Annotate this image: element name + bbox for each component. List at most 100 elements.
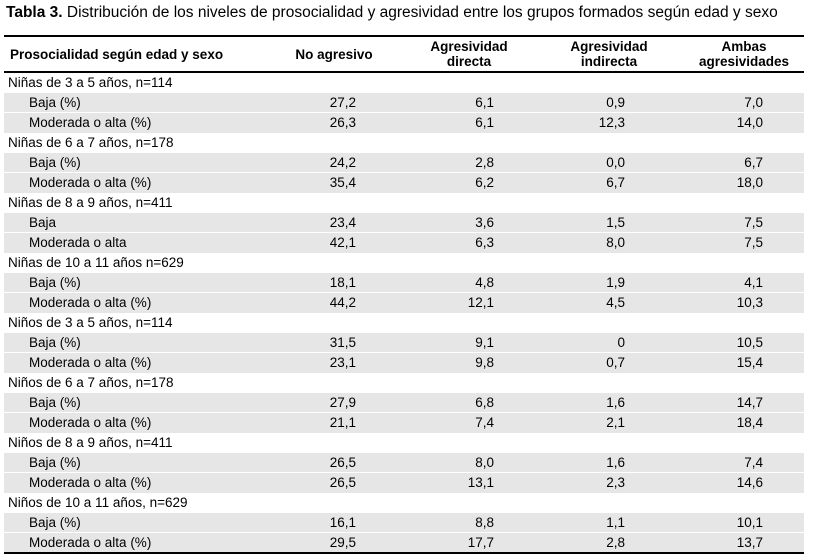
row-value: 7,0 <box>744 95 763 110</box>
row-value: 6,8 <box>475 395 494 410</box>
row-value: 0 <box>617 335 625 350</box>
row-value: 4,1 <box>744 275 763 290</box>
row-value: 14,7 <box>736 395 763 410</box>
row-value: 12,1 <box>467 295 494 310</box>
table-row: Baja (%) 31,5 9,1 0 10,5 <box>4 333 804 353</box>
header-agresividad-indirecta-line1: Agresividad <box>570 39 648 54</box>
row-value: 26,5 <box>329 455 356 470</box>
group-title: Niños de 10 a 11 años, n=629 <box>8 495 188 510</box>
table-row: Baja (%) 24,2 2,8 0,0 6,7 <box>4 153 804 173</box>
row-value: 18,4 <box>736 415 763 430</box>
row-label: Moderada o alta (%) <box>29 415 152 430</box>
header-ambas-agresividades-line2: agresividades <box>698 54 790 69</box>
row-value: 1,9 <box>606 275 625 290</box>
group-title: Niñas de 10 a 11 años n=629 <box>8 255 184 270</box>
table-row: Baja (%) 18,1 4,8 1,9 4,1 <box>4 273 804 293</box>
row-value: 2,3 <box>606 475 625 490</box>
table-row: Moderada o alta (%) 35,4 6,2 6,7 18,0 <box>4 173 804 193</box>
header-agresividad-directa-line2: directa <box>446 54 492 69</box>
table-row: Baja 23,4 3,6 1,5 7,5 <box>4 213 804 233</box>
row-value: 10,1 <box>736 515 763 530</box>
row-value: 18,1 <box>329 275 356 290</box>
row-label: Moderada o alta <box>29 235 127 250</box>
row-value: 2,8 <box>475 155 494 170</box>
row-value: 6,7 <box>606 175 625 190</box>
row-value: 9,8 <box>475 355 494 370</box>
group-header-row: Niños de 3 a 5 años, n=114 <box>4 313 804 333</box>
row-label: Baja (%) <box>29 275 81 290</box>
table-top-rule <box>4 35 804 37</box>
row-value: 27,9 <box>329 395 356 410</box>
row-value: 31,5 <box>329 335 356 350</box>
row-value: 3,6 <box>475 215 494 230</box>
row-value: 2,8 <box>606 535 625 550</box>
row-value: 0,7 <box>606 355 625 370</box>
row-label: Baja (%) <box>29 95 81 110</box>
row-value: 17,7 <box>467 535 494 550</box>
row-value: 10,5 <box>736 335 763 350</box>
row-value: 13,1 <box>467 475 494 490</box>
group-header-row: Niños de 6 a 7 años, n=178 <box>4 373 804 393</box>
row-value: 14,0 <box>736 115 763 130</box>
table-header-rule <box>4 71 804 73</box>
table-row: Moderada o alta (%) 26,3 6,1 12,3 14,0 <box>4 113 804 133</box>
row-value: 44,2 <box>329 295 356 310</box>
row-label: Moderada o alta (%) <box>29 295 152 310</box>
row-value: 1,6 <box>606 395 625 410</box>
row-value: 6,1 <box>475 95 494 110</box>
row-label: Moderada o alta (%) <box>29 475 152 490</box>
row-value: 26,3 <box>329 115 356 130</box>
row-label: Baja (%) <box>29 515 81 530</box>
group-header-row: Niños de 10 a 11 años, n=629 <box>4 493 804 513</box>
group-header-row: Niños de 8 a 9 años, n=411 <box>4 433 804 453</box>
row-value: 1,5 <box>606 215 625 230</box>
row-value: 14,6 <box>736 475 763 490</box>
row-value: 8,0 <box>606 235 625 250</box>
row-value: 16,1 <box>329 515 356 530</box>
row-label: Baja (%) <box>29 395 81 410</box>
group-header-row: Niñas de 10 a 11 años n=629 <box>4 253 804 273</box>
row-value: 4,5 <box>606 295 625 310</box>
row-value: 1,6 <box>606 455 625 470</box>
row-value: 27,2 <box>329 95 356 110</box>
row-label: Baja <box>29 215 57 230</box>
header-no-agresivo-text: No agresivo <box>295 46 373 62</box>
row-value: 6,3 <box>475 235 494 250</box>
row-value: 7,4 <box>475 415 494 430</box>
row-value: 21,1 <box>329 415 356 430</box>
row-label: Baja (%) <box>29 155 81 170</box>
caption-text: Distribución de los niveles de prosocial… <box>62 4 778 21</box>
group-title: Niños de 8 a 9 años, n=411 <box>8 435 173 450</box>
row-value: 23,1 <box>329 355 356 370</box>
row-value: 1,1 <box>606 515 625 530</box>
row-value: 0,0 <box>606 155 625 170</box>
row-value: 4,8 <box>475 275 494 290</box>
row-value: 13,7 <box>736 535 763 550</box>
table-bottom-rule <box>4 552 804 554</box>
table-header: Prosocialidad según edad y sexo No agres… <box>4 37 804 71</box>
group-header-row: Niñas de 3 a 5 años, n=114 <box>4 73 804 93</box>
row-label: Moderada o alta (%) <box>29 355 152 370</box>
header-prosocialidad: Prosocialidad según edad y sexo <box>10 37 270 71</box>
group-header-row: Niñas de 8 a 9 años, n=411 <box>4 193 804 213</box>
table-row: Moderada o alta (%) 21,1 7,4 2,1 18,4 <box>4 413 804 433</box>
row-value: 42,1 <box>329 235 356 250</box>
group-title: Niños de 3 a 5 años, n=114 <box>8 315 173 330</box>
row-value: 6,1 <box>475 115 494 130</box>
row-value: 35,4 <box>329 175 356 190</box>
group-title: Niños de 6 a 7 años, n=178 <box>8 375 174 390</box>
row-value: 26,5 <box>329 475 356 490</box>
header-ambas-agresividades: Ambas agresividades <box>684 37 804 71</box>
row-value: 2,1 <box>606 415 625 430</box>
row-value: 29,5 <box>329 535 356 550</box>
caption-label: Tabla 3. <box>6 4 63 21</box>
table-row: Baja (%) 27,2 6,1 0,9 7,0 <box>4 93 804 113</box>
table-row: Baja (%) 27,9 6,8 1,6 14,7 <box>4 393 804 413</box>
group-header-row: Niñas de 6 a 7 años, n=178 <box>4 133 804 153</box>
row-label: Baja (%) <box>29 455 81 470</box>
row-value: 15,4 <box>736 355 763 370</box>
row-value: 24,2 <box>329 155 356 170</box>
group-title: Niñas de 6 a 7 años, n=178 <box>8 135 174 150</box>
row-value: 8,0 <box>475 455 494 470</box>
header-no-agresivo: No agresivo <box>274 37 394 71</box>
